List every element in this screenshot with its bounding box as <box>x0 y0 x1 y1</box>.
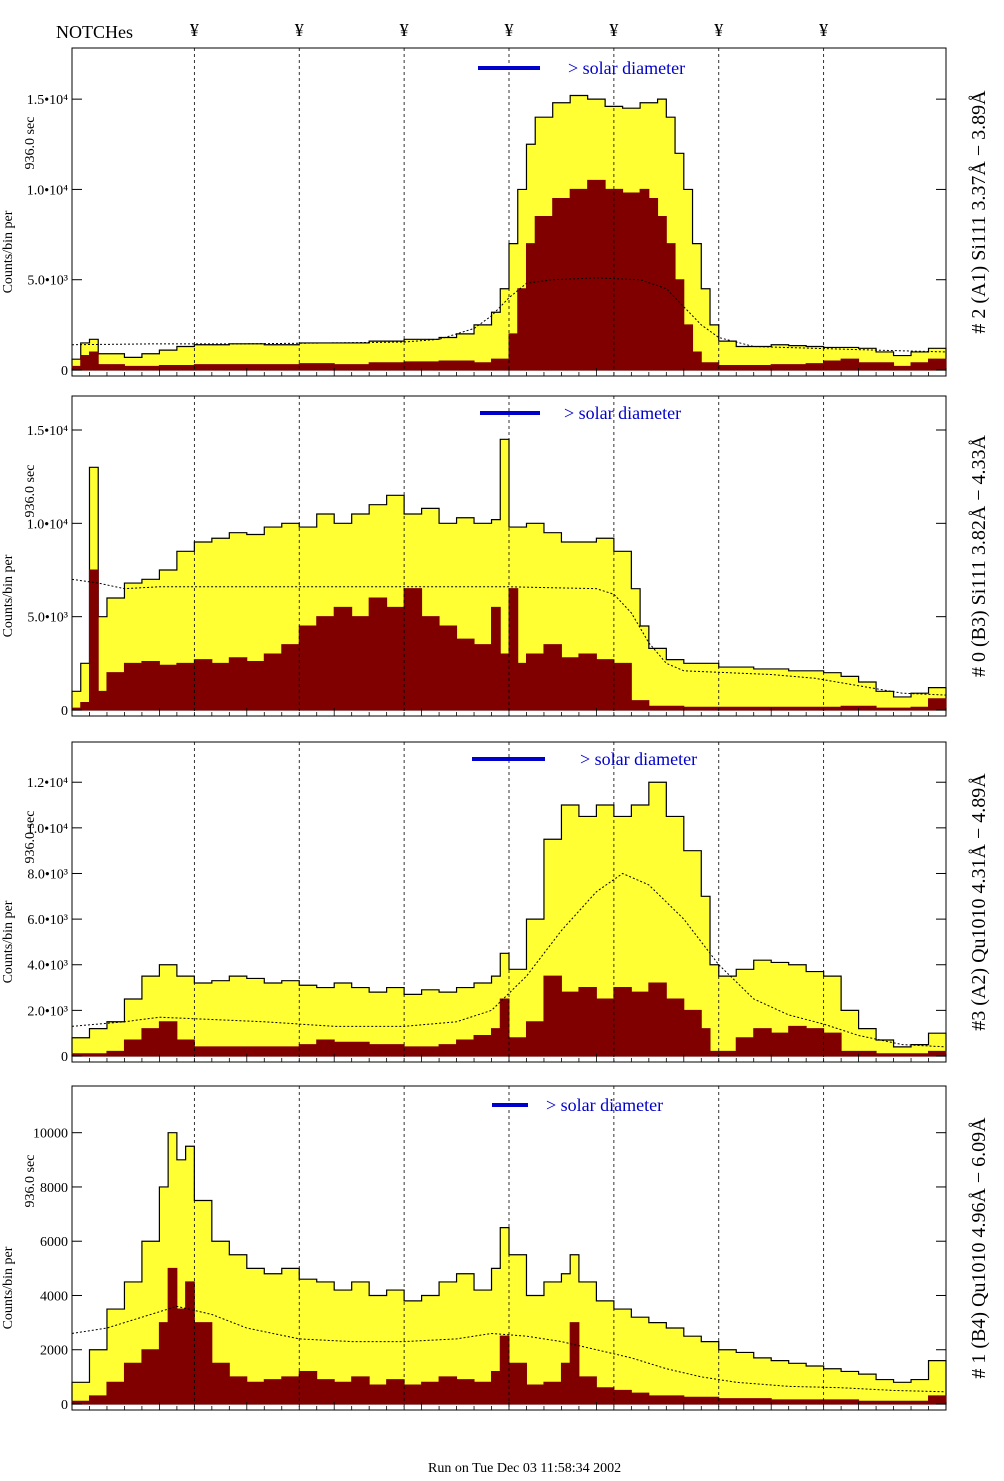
series-model-line <box>71 277 947 353</box>
y-tick-label: 1.0•10⁴ <box>27 822 68 837</box>
y-axis-exposure: 936.0 sec <box>23 1155 38 1208</box>
notch-markers: ¥ ¥ ¥ ¥ ¥ ¥ ¥ <box>190 20 828 40</box>
panel-title: #3 (A2) Qu1010 4.31Å − 4.89Å <box>968 773 990 1031</box>
notch-symbol: ¥ <box>609 20 618 40</box>
y-tick-label: 8000 <box>40 1181 68 1196</box>
y-axis-label: Counts/bin per <box>1 900 16 983</box>
y-tick-label: 1.0•10⁴ <box>27 517 68 532</box>
series-dark-area <box>71 975 947 1057</box>
y-tick-label: 5.0•10³ <box>27 611 68 626</box>
y-tick-label: 2000 <box>40 1344 68 1359</box>
y-tick-label: 2.0•10³ <box>27 1004 68 1019</box>
y-tick-label: 6000 <box>40 1235 68 1250</box>
notches-label: NOTCHes <box>56 22 133 42</box>
y-tick-label: 1.2•10⁴ <box>27 776 68 791</box>
y-tick-label: 4.0•10³ <box>27 959 68 974</box>
series-model-line <box>71 872 947 1048</box>
y-tick-label: 0 <box>61 1050 68 1065</box>
notch-symbol: ¥ <box>819 20 828 40</box>
notch-symbol: ¥ <box>295 20 304 40</box>
y-tick-label: 1.5•10⁴ <box>27 424 68 439</box>
y-tick-label: 6.0•10³ <box>27 913 68 928</box>
y-tick-label: 0 <box>61 364 68 379</box>
y-axis-exposure: 936.0 sec <box>23 465 38 518</box>
y-tick-label: 4000 <box>40 1289 68 1304</box>
solar-diameter-label: > solar diameter <box>568 58 685 78</box>
panel-title: # 1 (B4) Qu1010 4.96Å − 6.09Å <box>968 1117 990 1379</box>
run-timestamp: Run on Tue Dec 03 11:58:34 2002 <box>428 1461 621 1476</box>
panel-title: # 2 (A1) Si111 3.37Å − 3.89Å <box>968 90 990 334</box>
y-tick-label: 0 <box>61 704 68 719</box>
series-dark-area <box>71 1267 947 1405</box>
notch-symbol: ¥ <box>714 20 723 40</box>
chart-panel-0: 0 5.0•10³ 1.0•10⁴ 1.5•10⁴ Counts/bin per 936.… <box>1 47 990 379</box>
y-tick-label: 8.0•10³ <box>27 867 68 882</box>
solar-diameter-label: > solar diameter <box>564 403 681 423</box>
y-tick-label: 1.5•10⁴ <box>27 93 68 108</box>
y-tick-label: 10000 <box>33 1127 68 1142</box>
chart-panel-1: 0 5.0•10³ 1.0•10⁴ 1.5•10⁴ Counts/bin per 936.… <box>1 395 990 719</box>
solar-diameter-label: > solar diameter <box>580 749 697 769</box>
series-total-area <box>71 94 947 371</box>
notch-symbol: ¥ <box>190 20 199 40</box>
notch-symbol: ¥ <box>505 20 514 40</box>
y-axis-label: Counts/bin per <box>1 1246 16 1329</box>
y-tick-label: 1.0•10⁴ <box>27 183 68 198</box>
panel-title: # 0 (B3) Si111 3.82Å − 4.33Å <box>968 434 990 677</box>
y-tick-label: 0 <box>61 1398 68 1413</box>
chart-panels: 0 5.0•10³ 1.0•10⁴ 1.5•10⁴ Counts/bin per 936.… <box>1 47 990 1413</box>
chart-panel-3: 0 2000 4000 6000 8000 10000 Counts/bin per 936.… <box>1 1085 990 1413</box>
notch-symbol: ¥ <box>400 20 409 40</box>
solar-diameter-label: > solar diameter <box>546 1095 663 1115</box>
series-total-area <box>71 438 947 711</box>
series-model-line <box>71 578 947 696</box>
y-tick-label: 5.0•10³ <box>27 274 68 289</box>
y-axis-label: Counts/bin per <box>1 210 16 293</box>
series-total-area <box>71 781 947 1057</box>
y-axis-exposure: 936.0 sec <box>23 117 38 170</box>
y-axis-label: Counts/bin per <box>1 554 16 637</box>
chart-panel-2: 0 2.0•10³ 4.0•10³ 6.0•10³ 8.0•10³ 1.0•10⁴ 1.2•… <box>1 741 990 1065</box>
y-axis-exposure: 936.0 sec <box>23 811 38 864</box>
series-dark-area <box>71 569 947 711</box>
